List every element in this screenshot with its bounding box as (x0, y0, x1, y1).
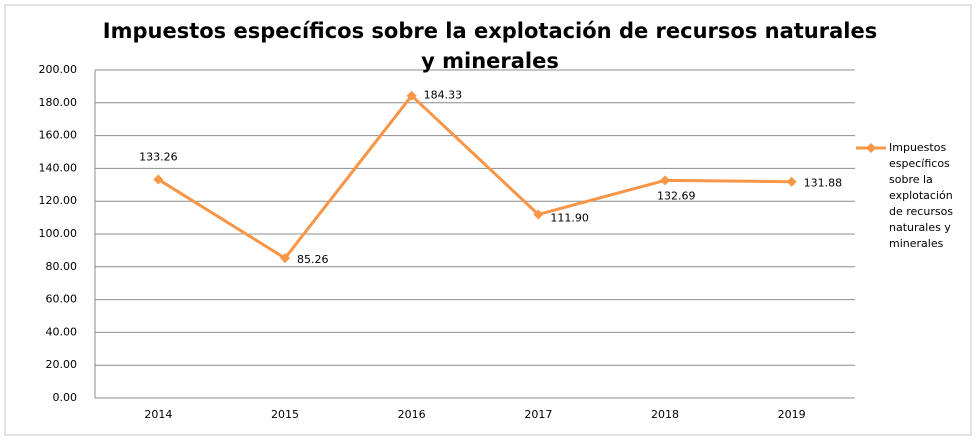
y-tick-label: 0.00 (53, 391, 78, 404)
y-tick-label: 160.00 (39, 129, 78, 142)
x-tick-label: 2017 (524, 408, 552, 421)
x-tick-label: 2015 (271, 408, 299, 421)
data-point (660, 175, 670, 186)
data-line (157, 94, 792, 260)
data-point (153, 174, 164, 185)
y-tick-label: 80.00 (46, 260, 78, 273)
data-label: 133.26 (139, 150, 178, 163)
data-label: 111.90 (550, 211, 589, 224)
y-tick-label: 40.00 (46, 325, 78, 338)
data-point (786, 176, 797, 187)
x-tick-label: 2019 (778, 408, 806, 421)
y-tick-label: 200.00 (39, 63, 78, 76)
y-tick-label: 100.00 (39, 227, 78, 240)
data-label: 184.33 (424, 89, 463, 102)
legend-marker (866, 143, 876, 153)
data-point (280, 253, 290, 264)
data-point (533, 209, 544, 220)
x-tick-label: 2016 (398, 408, 426, 421)
chart-frame (4, 4, 972, 436)
y-tick-label: 20.00 (46, 358, 78, 371)
y-tick-label: 60.00 (46, 293, 78, 306)
data-label: 85.26 (297, 253, 329, 266)
y-tick-label: 120.00 (39, 194, 78, 207)
y-tick-label: 180.00 (39, 96, 78, 109)
data-label: 132.69 (657, 189, 696, 202)
data-point (406, 90, 417, 101)
data-label: 131.88 (804, 177, 843, 190)
x-tick-label: 2014 (144, 408, 172, 421)
y-tick-label: 140.00 (39, 161, 78, 174)
x-tick-label: 2018 (651, 408, 679, 421)
chart-title: Impuestos específicos sobre la explotaci… (102, 19, 878, 73)
legend-label: Impuestos específicos sobre la explotaci… (889, 141, 954, 250)
